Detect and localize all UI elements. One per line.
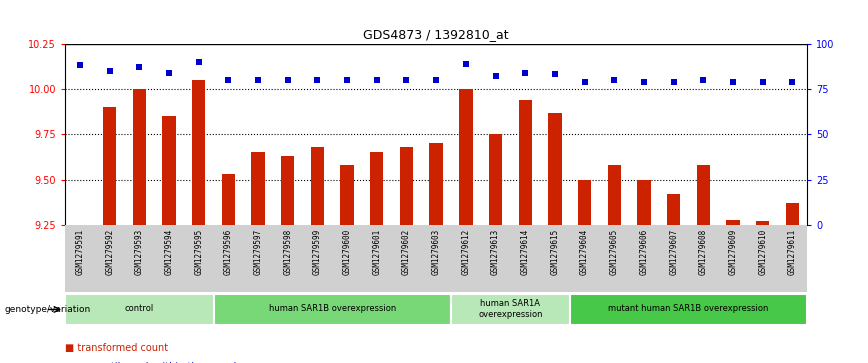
Bar <box>214 294 451 325</box>
Text: mutant human SAR1B overexpression: mutant human SAR1B overexpression <box>608 304 769 313</box>
Bar <box>311 147 324 225</box>
Bar <box>252 152 265 225</box>
Point <box>370 77 384 83</box>
Text: GSM1279609: GSM1279609 <box>728 228 738 275</box>
Text: GSM1279608: GSM1279608 <box>699 228 707 275</box>
Point <box>548 72 562 77</box>
Point <box>221 77 235 83</box>
Text: GSM1279611: GSM1279611 <box>788 228 797 275</box>
Bar <box>569 294 807 325</box>
Text: GSM1279605: GSM1279605 <box>610 228 619 275</box>
Bar <box>608 165 621 225</box>
Point <box>399 77 413 83</box>
Text: GSM1279596: GSM1279596 <box>224 228 233 275</box>
Text: GSM1279599: GSM1279599 <box>313 228 322 275</box>
Text: GSM1279597: GSM1279597 <box>253 228 262 275</box>
Bar <box>578 180 591 225</box>
Point <box>786 79 799 85</box>
Text: GSM1279604: GSM1279604 <box>580 228 589 275</box>
Text: GSM1279595: GSM1279595 <box>194 228 203 275</box>
Point <box>756 79 770 85</box>
Bar <box>370 152 384 225</box>
Bar <box>221 174 235 225</box>
Bar <box>756 221 769 225</box>
Point <box>518 70 532 76</box>
Bar <box>727 220 740 225</box>
Text: GSM1279612: GSM1279612 <box>462 228 470 275</box>
Bar <box>697 165 710 225</box>
Text: GSM1279593: GSM1279593 <box>135 228 144 275</box>
Text: GSM1279600: GSM1279600 <box>343 228 352 275</box>
Bar <box>549 113 562 225</box>
Bar <box>489 134 503 225</box>
Bar <box>667 194 681 225</box>
Text: GSM1279614: GSM1279614 <box>521 228 529 275</box>
Point <box>73 62 87 68</box>
Text: human SAR1B overexpression: human SAR1B overexpression <box>268 304 396 313</box>
Text: control: control <box>125 304 154 313</box>
Point <box>311 77 325 83</box>
Bar <box>451 294 569 325</box>
Bar <box>786 203 799 225</box>
Bar <box>430 143 443 225</box>
Point <box>489 73 503 79</box>
Point <box>132 64 146 70</box>
Point <box>608 77 621 83</box>
Text: GSM1279594: GSM1279594 <box>165 228 174 275</box>
Text: GSM1279615: GSM1279615 <box>550 228 559 275</box>
Bar <box>637 180 651 225</box>
Point <box>280 77 294 83</box>
Text: GSM1279601: GSM1279601 <box>372 228 381 275</box>
Text: GSM1279606: GSM1279606 <box>640 228 648 275</box>
Bar <box>65 294 214 325</box>
Point <box>340 77 354 83</box>
Bar <box>400 147 413 225</box>
Point <box>102 68 116 74</box>
Text: GSM1279598: GSM1279598 <box>283 228 293 275</box>
Bar <box>459 89 472 225</box>
Bar <box>133 89 146 225</box>
Text: GSM1279591: GSM1279591 <box>76 228 84 275</box>
Point <box>162 70 176 76</box>
Bar <box>340 165 354 225</box>
Bar <box>192 80 206 225</box>
Text: GSM1279607: GSM1279607 <box>669 228 678 275</box>
Text: ■ percentile rank within the sample: ■ percentile rank within the sample <box>65 362 242 363</box>
Bar <box>281 156 294 225</box>
Text: GSM1279592: GSM1279592 <box>105 228 114 275</box>
Text: GSM1279613: GSM1279613 <box>491 228 500 275</box>
Point <box>578 79 592 85</box>
Point <box>637 79 651 85</box>
Point <box>251 77 265 83</box>
Point <box>726 79 740 85</box>
Text: GSM1279603: GSM1279603 <box>431 228 441 275</box>
Point <box>459 61 473 66</box>
Bar <box>518 100 532 225</box>
Title: GDS4873 / 1392810_at: GDS4873 / 1392810_at <box>364 28 509 41</box>
Text: GSM1279602: GSM1279602 <box>402 228 411 275</box>
Point <box>192 59 206 65</box>
Point <box>429 77 443 83</box>
Text: ■ transformed count: ■ transformed count <box>65 343 168 354</box>
Bar <box>162 116 175 225</box>
Point <box>667 79 681 85</box>
Bar <box>103 107 116 225</box>
Point <box>696 77 710 83</box>
Text: genotype/variation: genotype/variation <box>4 305 90 314</box>
Text: human SAR1A
overexpression: human SAR1A overexpression <box>478 299 542 319</box>
Text: GSM1279610: GSM1279610 <box>759 228 767 275</box>
